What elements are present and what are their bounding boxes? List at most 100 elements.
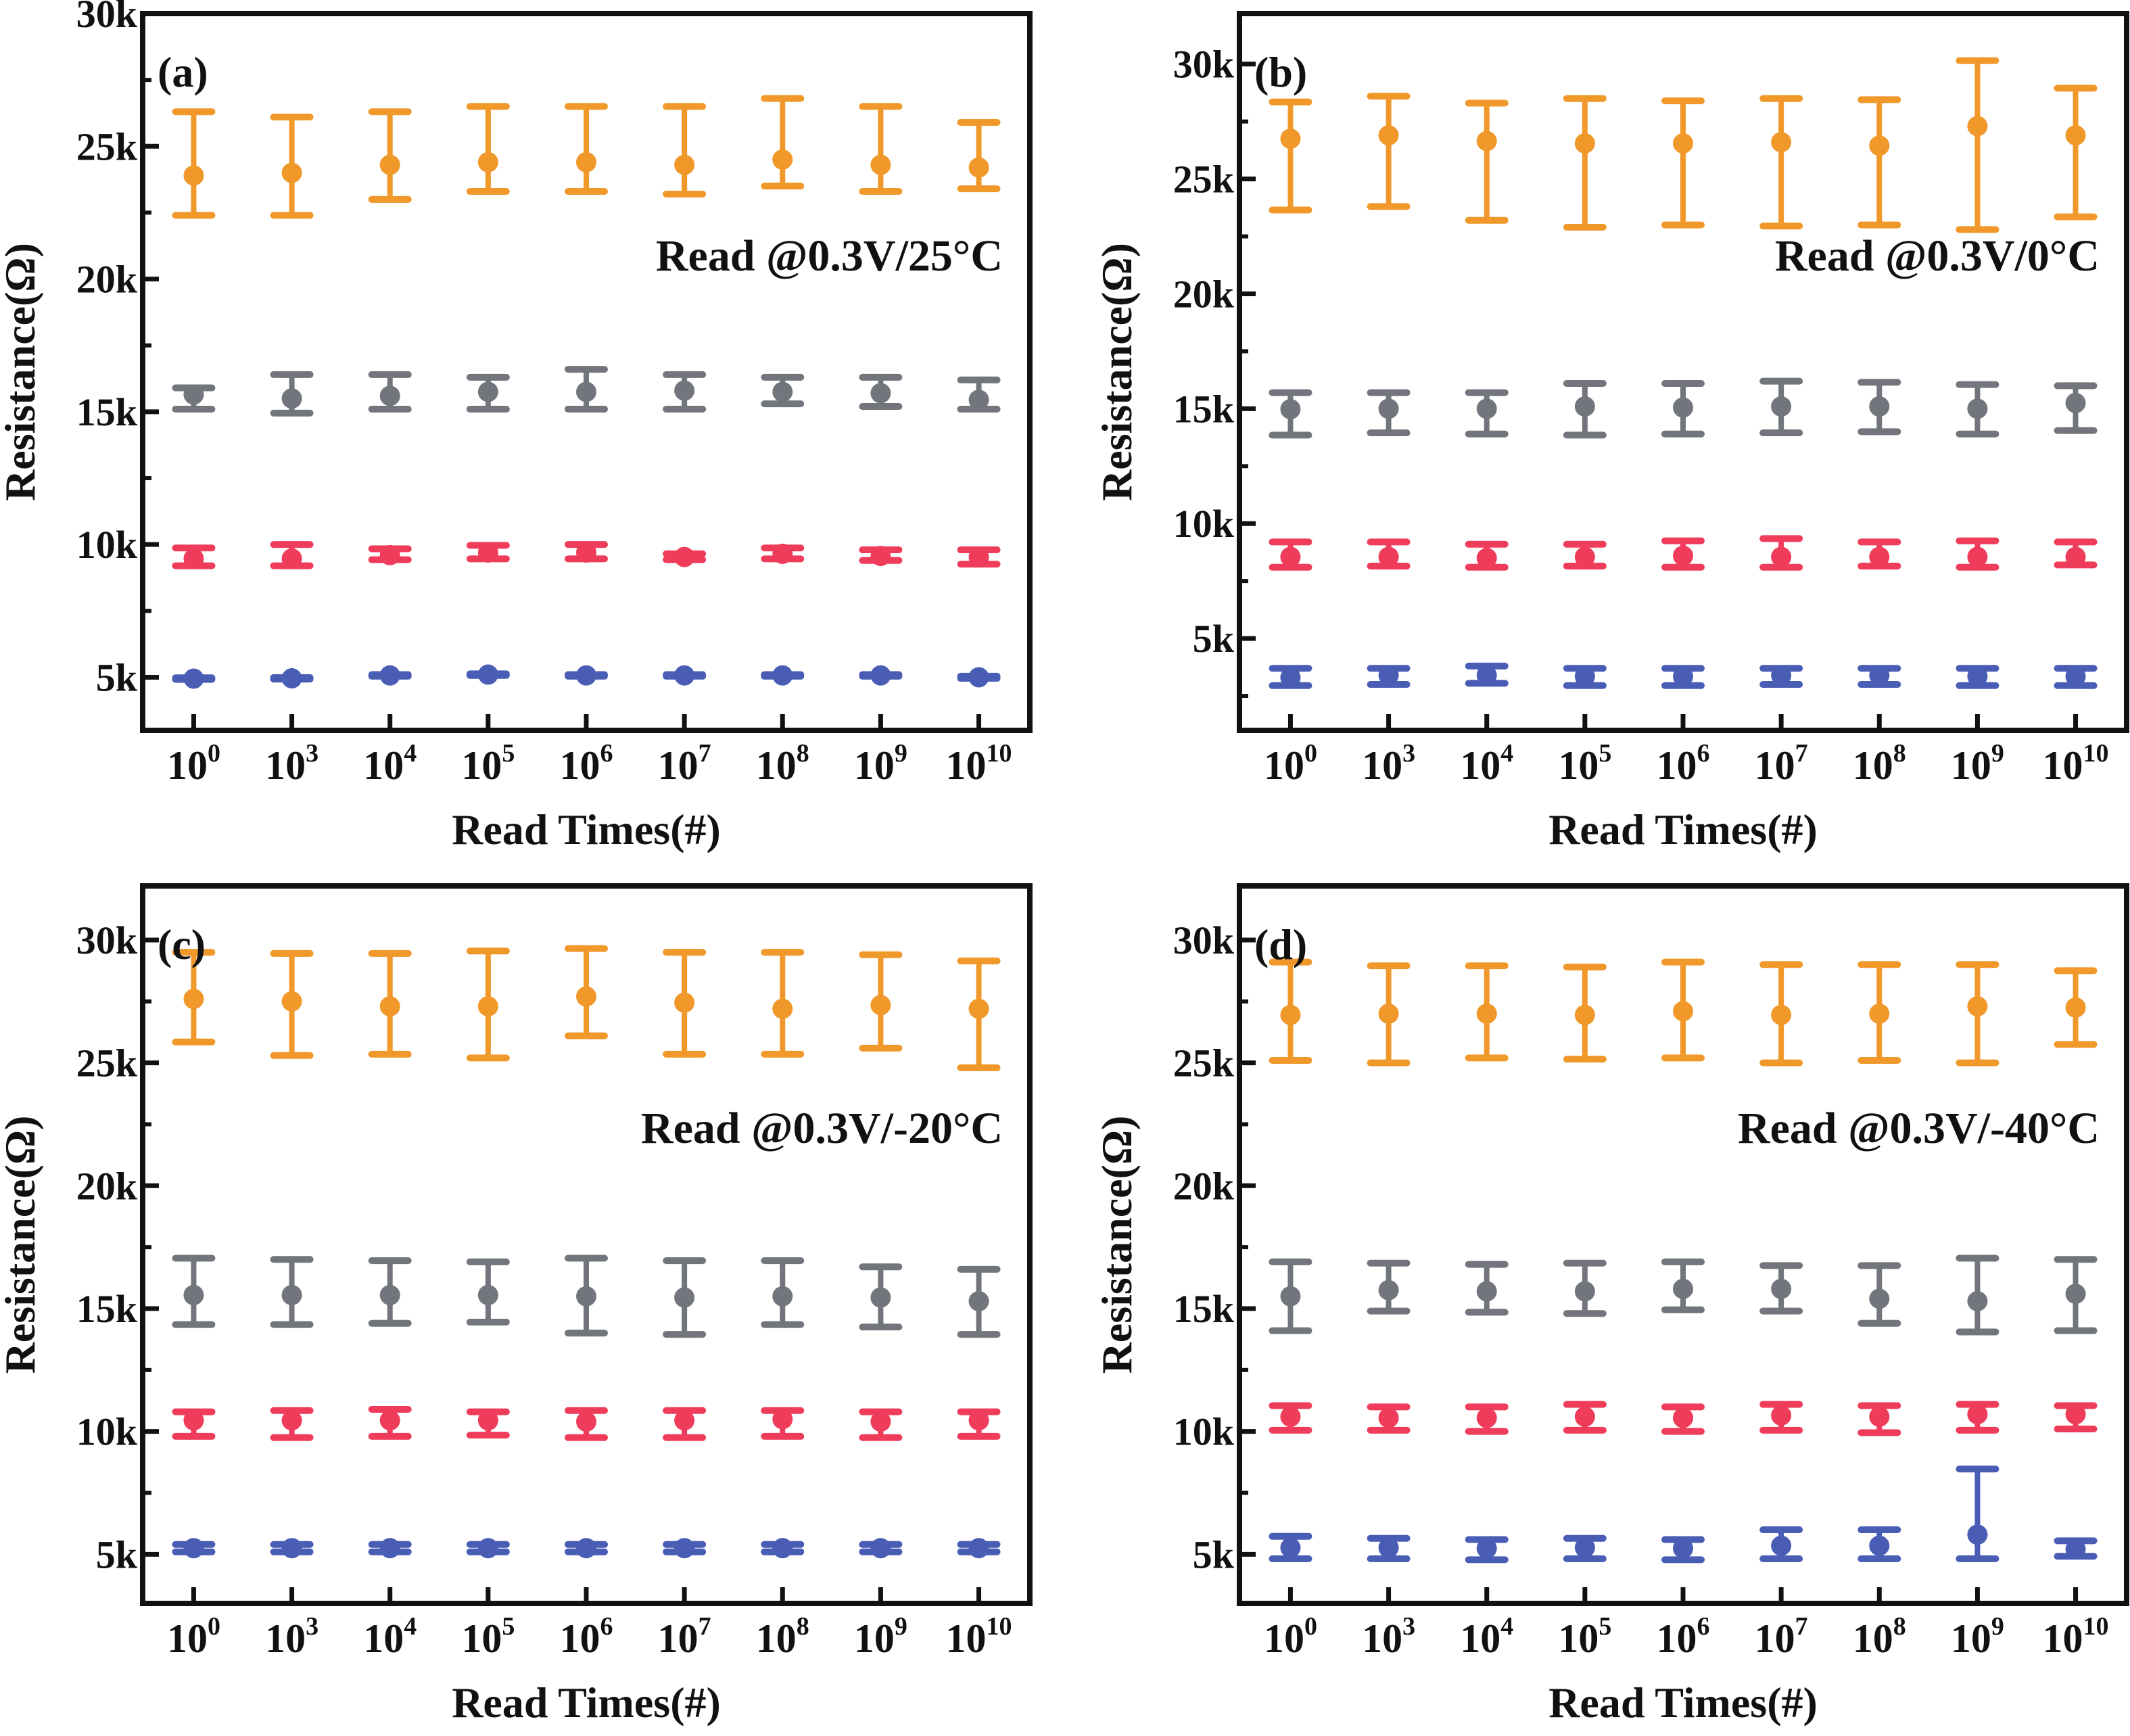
data-point: [870, 546, 891, 567]
data-point: [1967, 1524, 1988, 1545]
data-point: [1574, 666, 1595, 687]
data-point: [1476, 1281, 1497, 1302]
data-point: [870, 1411, 891, 1432]
series-state-4: [172, 945, 1001, 1071]
y-tick-label: 5k: [1193, 617, 1235, 661]
data-point: [281, 548, 302, 569]
data-point: [1967, 116, 1988, 137]
data-point: [1476, 1538, 1497, 1559]
data-point: [1967, 1404, 1988, 1425]
panel-label: (c): [158, 920, 206, 968]
data-point: [477, 996, 498, 1017]
data-point: [379, 544, 400, 565]
data-point: [968, 1410, 989, 1431]
data-point: [183, 1410, 204, 1431]
panel-d: 5k 10k 15k 20k 25k 30k 100 103 104 105 106 107 108 10…: [1093, 883, 2129, 1727]
data-point: [576, 665, 596, 686]
data-point: [379, 996, 400, 1017]
y-tick-label: 10k: [1173, 1410, 1235, 1454]
data-point: [477, 1410, 498, 1431]
y-tick-label: 30k: [1173, 918, 1235, 962]
data-point: [674, 380, 695, 401]
series-state-1: [1269, 662, 2098, 689]
data-point: [1476, 398, 1497, 419]
x-tick-label: 109: [1951, 1612, 2004, 1661]
x-axis-label: Read Times(#): [1548, 805, 1818, 853]
x-tick-label: 1010: [2043, 1612, 2109, 1661]
data-point: [1771, 1004, 1792, 1025]
x-tick-label: 105: [461, 1612, 515, 1661]
data-point: [1771, 546, 1792, 567]
data-point: [379, 1284, 400, 1305]
data-point: [674, 546, 695, 567]
data-point: [1378, 1537, 1399, 1558]
data-point: [674, 1287, 695, 1308]
x-tick-label: 106: [1657, 1612, 1710, 1661]
data-point: [1476, 548, 1497, 569]
series-state-3: [1269, 377, 2098, 439]
data-point: [477, 381, 498, 402]
data-point: [281, 668, 302, 689]
data-point: [576, 986, 596, 1007]
x-axis-label: Read Times(#): [452, 805, 721, 853]
data-point: [968, 546, 989, 567]
data-point: [2065, 1539, 2086, 1560]
data-point: [1378, 1407, 1399, 1428]
condition-annotation: Read @0.3V/-20°C: [641, 1104, 1003, 1153]
series-state-2: [172, 1405, 1001, 1441]
data-point: [1280, 128, 1301, 149]
x-tick-label: 108: [1853, 1612, 1906, 1661]
data-point: [772, 1286, 793, 1307]
x-tick-label: 108: [756, 1612, 809, 1661]
data-point: [1280, 1537, 1301, 1558]
y-tick-label: 5k: [1193, 1532, 1235, 1576]
y-tick-label: 10k: [1173, 502, 1235, 546]
x-tick-label: 104: [363, 739, 417, 788]
data-point: [1574, 546, 1595, 567]
series-state-1: [172, 1538, 1001, 1559]
data-point: [1673, 1407, 1693, 1428]
data-point: [674, 1410, 695, 1431]
condition-annotation: Read @0.3V/-40°C: [1738, 1104, 2100, 1153]
data-point: [772, 1409, 793, 1430]
y-tick-label: 20k: [76, 258, 138, 302]
data-point: [183, 384, 204, 405]
y-tick-label: 15k: [1173, 1287, 1235, 1331]
data-point: [1771, 665, 1792, 686]
data-point: [1476, 131, 1497, 151]
data-point: [281, 1284, 302, 1305]
series-state-4: [172, 95, 1001, 219]
data-point: [870, 1287, 891, 1308]
x-tick-label: 107: [1755, 739, 1808, 788]
data-point: [772, 149, 793, 170]
data-point: [576, 542, 596, 563]
y-axis-label: Resistance(Ω): [1093, 1116, 1141, 1374]
data-point: [2065, 666, 2086, 687]
data-point: [1869, 1406, 1890, 1427]
y-tick-label: 15k: [76, 390, 138, 434]
data-point: [576, 1286, 596, 1307]
data-point: [1771, 1405, 1792, 1426]
x-tick-label: 100: [167, 1612, 220, 1661]
data-point: [772, 381, 793, 402]
x-tick-label: 107: [658, 739, 711, 788]
data-point: [1574, 1281, 1595, 1302]
data-point: [1378, 546, 1399, 567]
y-tick-label: 5k: [96, 655, 138, 699]
data-point: [1673, 397, 1693, 418]
x-axis-label: Read Times(#): [1548, 1679, 1818, 1727]
panel-label: (d): [1254, 920, 1307, 968]
data-point: [1673, 133, 1693, 154]
data-point: [576, 151, 596, 172]
data-point: [1574, 1004, 1595, 1025]
data-point: [2065, 546, 2086, 567]
x-tick-label: 108: [1853, 739, 1906, 788]
y-axis-label: Resistance(Ω): [1093, 243, 1141, 501]
series-state-3: [1269, 1254, 2098, 1336]
data-point: [674, 1538, 695, 1559]
data-point: [2065, 1284, 2086, 1305]
data-point: [870, 154, 891, 175]
data-point: [968, 998, 989, 1019]
data-point: [1869, 1003, 1890, 1024]
